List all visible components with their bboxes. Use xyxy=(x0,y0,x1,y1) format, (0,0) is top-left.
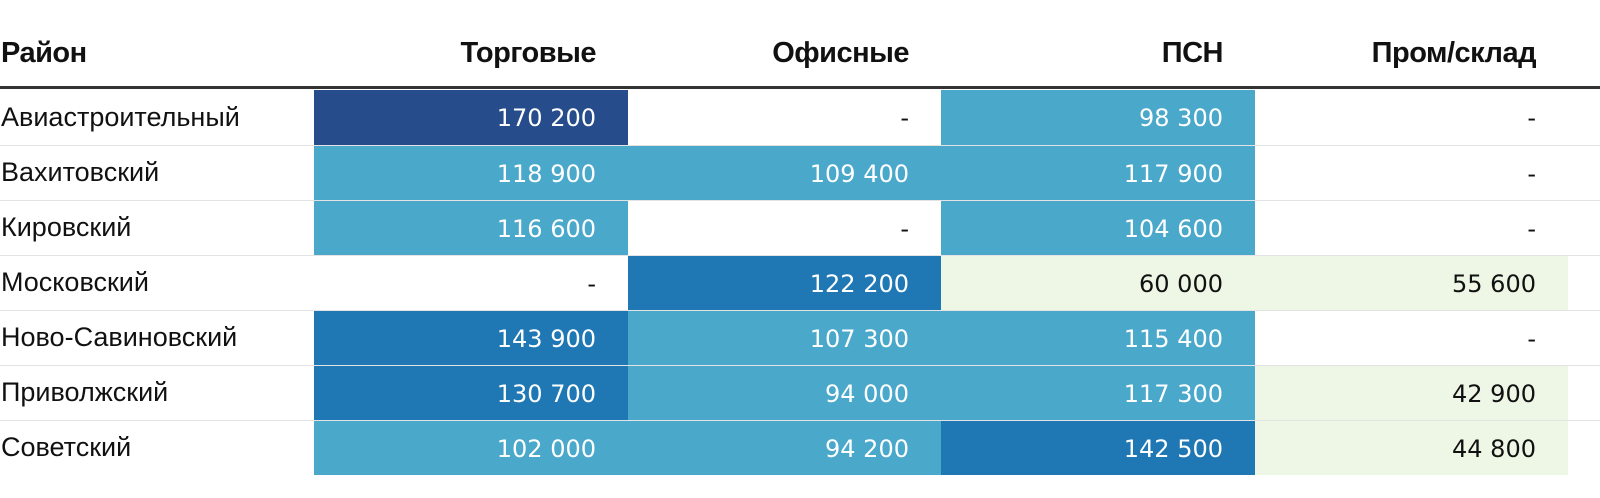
heatmap-cell: - xyxy=(1255,201,1568,255)
row-divider xyxy=(0,200,1600,201)
heatmap-cell: - xyxy=(628,90,941,145)
heatmap-cell: 170 200 xyxy=(314,90,628,145)
heatmap-cell: 94 200 xyxy=(628,421,941,475)
column-header: Торговые xyxy=(460,37,597,69)
row-label: Кировский xyxy=(1,212,132,242)
column-header: Район xyxy=(1,37,87,69)
row-divider xyxy=(0,365,1600,366)
heatmap-cell: - xyxy=(1255,311,1568,365)
heatmap-cell: 107 300 xyxy=(628,311,941,365)
heatmap-cell: 117 300 xyxy=(941,366,1255,420)
heatmap-cell: 117 900 xyxy=(941,146,1255,200)
column-header: Пром/склад xyxy=(1371,37,1537,69)
heatmap-cell: - xyxy=(1255,146,1568,200)
row-label: Приволжский xyxy=(1,377,169,407)
heatmap-cell: 104 600 xyxy=(941,201,1255,255)
column-header: ПСН xyxy=(1161,37,1224,69)
row-label: Ново-Савиновский xyxy=(1,322,238,352)
heatmap-cell: - xyxy=(314,256,628,310)
heatmap-cell: 118 900 xyxy=(314,146,628,200)
row-divider xyxy=(0,255,1600,256)
heatmap-cell: 143 900 xyxy=(314,311,628,365)
row-label: Вахитовский xyxy=(1,157,160,187)
heatmap-cell: 60 000 xyxy=(941,256,1255,310)
row-label: Московский xyxy=(1,267,149,297)
heatmap-cell: - xyxy=(1255,90,1568,145)
row-divider xyxy=(0,145,1600,146)
header-rule xyxy=(0,86,1600,89)
row-label: Авиастроительный xyxy=(1,102,240,132)
heatmap-cell: 55 600 xyxy=(1255,256,1568,310)
row-label: Советский xyxy=(1,432,132,462)
row-divider xyxy=(0,310,1600,311)
heatmap-cell: 102 000 xyxy=(314,421,628,475)
heatmap-cell: - xyxy=(628,201,941,255)
heatmap-cell: 142 500 xyxy=(941,421,1255,475)
heatmap-cell: 98 300 xyxy=(941,90,1255,145)
row-divider xyxy=(0,420,1600,421)
heatmap-cell: 94 000 xyxy=(628,366,941,420)
heatmap-cell: 115 400 xyxy=(941,311,1255,365)
heatmap-cell: 116 600 xyxy=(314,201,628,255)
heatmap-cell: 122 200 xyxy=(628,256,941,310)
heatmap-cell: 44 800 xyxy=(1255,421,1568,475)
heatmap-cell: 109 400 xyxy=(628,146,941,200)
column-header: Офисные xyxy=(772,37,909,69)
heatmap-cell: 130 700 xyxy=(314,366,628,420)
heatmap-cell: 42 900 xyxy=(1255,366,1568,420)
